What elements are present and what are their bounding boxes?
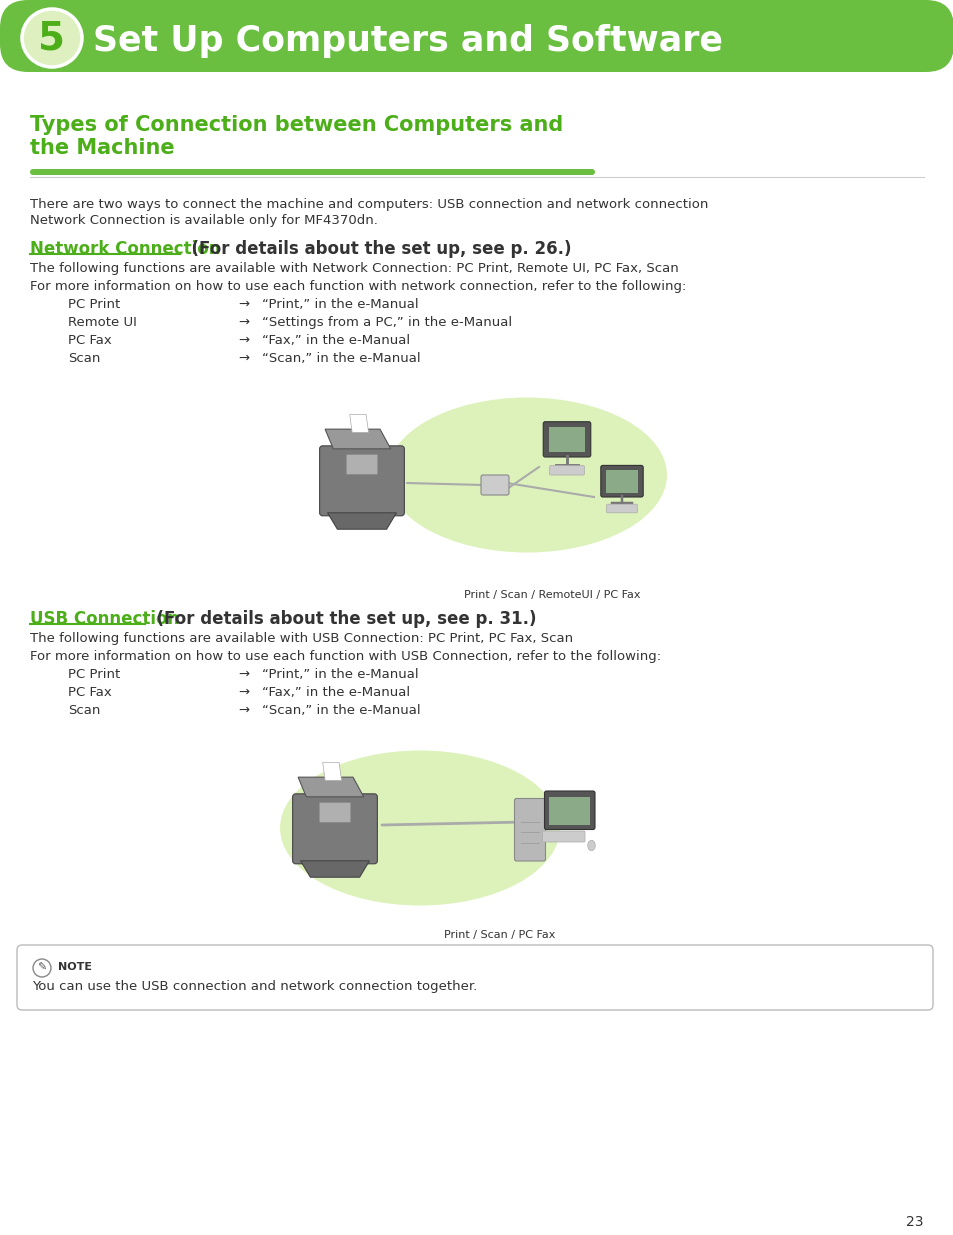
Text: The following functions are available with USB Connection: PC Print, PC Fax, Sca: The following functions are available wi… (30, 632, 573, 645)
Ellipse shape (33, 960, 51, 977)
Ellipse shape (22, 9, 82, 67)
Text: “Fax,” in the e-Manual: “Fax,” in the e-Manual (262, 333, 410, 347)
Text: PC Print: PC Print (68, 298, 120, 311)
Text: Scan: Scan (68, 704, 100, 718)
Polygon shape (297, 777, 363, 797)
FancyBboxPatch shape (293, 794, 377, 863)
Text: PC Fax: PC Fax (68, 685, 112, 699)
Text: 23: 23 (905, 1215, 923, 1229)
FancyBboxPatch shape (30, 169, 595, 175)
Text: Network Connection is available only for MF4370dn.: Network Connection is available only for… (30, 214, 377, 227)
Text: “Scan,” in the e-Manual: “Scan,” in the e-Manual (262, 352, 420, 366)
Text: →: → (237, 704, 249, 718)
Text: the Machine: the Machine (30, 138, 174, 158)
Text: 5: 5 (38, 19, 66, 57)
Text: “Settings from a PC,” in the e-Manual: “Settings from a PC,” in the e-Manual (262, 316, 512, 329)
FancyBboxPatch shape (319, 446, 404, 516)
FancyBboxPatch shape (605, 471, 638, 493)
Text: There are two ways to connect the machine and computers: USB connection and netw: There are two ways to connect the machin… (30, 198, 708, 211)
Text: “Scan,” in the e-Manual: “Scan,” in the e-Manual (262, 704, 420, 718)
FancyBboxPatch shape (319, 803, 351, 823)
Text: For more information on how to use each function with network connection, refer : For more information on how to use each … (30, 280, 685, 293)
Text: Print / Scan / RemoteUI / PC Fax: Print / Scan / RemoteUI / PC Fax (463, 590, 639, 600)
Text: →: → (237, 668, 249, 680)
Text: You can use the USB connection and network connection together.: You can use the USB connection and netwo… (32, 981, 476, 993)
Text: NOTE: NOTE (58, 962, 91, 972)
Text: →: → (237, 298, 249, 311)
FancyBboxPatch shape (548, 427, 585, 452)
Text: Remote UI: Remote UI (68, 316, 136, 329)
Text: PC Print: PC Print (68, 668, 120, 680)
FancyBboxPatch shape (542, 421, 590, 457)
Ellipse shape (387, 398, 666, 552)
FancyBboxPatch shape (514, 799, 545, 861)
FancyBboxPatch shape (606, 504, 637, 513)
Text: USB Connection: USB Connection (30, 610, 179, 629)
Text: →: → (237, 685, 249, 699)
Text: Network Connection: Network Connection (30, 240, 220, 258)
Text: For more information on how to use each function with USB Connection, refer to t: For more information on how to use each … (30, 650, 660, 663)
Polygon shape (325, 429, 391, 448)
Polygon shape (327, 513, 396, 530)
Text: Types of Connection between Computers and: Types of Connection between Computers an… (30, 115, 562, 135)
FancyBboxPatch shape (346, 454, 377, 474)
Text: (For details about the set up, see p. 26.): (For details about the set up, see p. 26… (180, 240, 571, 258)
Text: Scan: Scan (68, 352, 100, 366)
Text: (For details about the set up, see p. 31.): (For details about the set up, see p. 31… (145, 610, 536, 629)
FancyBboxPatch shape (480, 475, 509, 495)
Text: PC Fax: PC Fax (68, 333, 112, 347)
FancyBboxPatch shape (542, 831, 584, 842)
Text: “Fax,” in the e-Manual: “Fax,” in the e-Manual (262, 685, 410, 699)
Text: The following functions are available with Network Connection: PC Print, Remote : The following functions are available wi… (30, 262, 678, 275)
Polygon shape (300, 861, 369, 877)
FancyBboxPatch shape (544, 790, 595, 830)
FancyBboxPatch shape (600, 466, 642, 496)
FancyBboxPatch shape (17, 945, 932, 1010)
Polygon shape (350, 415, 368, 432)
Text: Print / Scan / PC Fax: Print / Scan / PC Fax (444, 930, 555, 940)
Text: “Print,” in the e-Manual: “Print,” in the e-Manual (262, 668, 418, 680)
Text: Set Up Computers and Software: Set Up Computers and Software (92, 23, 722, 58)
Polygon shape (322, 762, 341, 781)
Text: ✎: ✎ (37, 963, 47, 973)
Ellipse shape (587, 840, 595, 851)
Ellipse shape (280, 751, 559, 905)
Text: →: → (237, 352, 249, 366)
FancyBboxPatch shape (549, 797, 589, 825)
Text: →: → (237, 316, 249, 329)
FancyBboxPatch shape (0, 0, 953, 72)
FancyBboxPatch shape (549, 466, 583, 475)
Text: →: → (237, 333, 249, 347)
Text: “Print,” in the e-Manual: “Print,” in the e-Manual (262, 298, 418, 311)
